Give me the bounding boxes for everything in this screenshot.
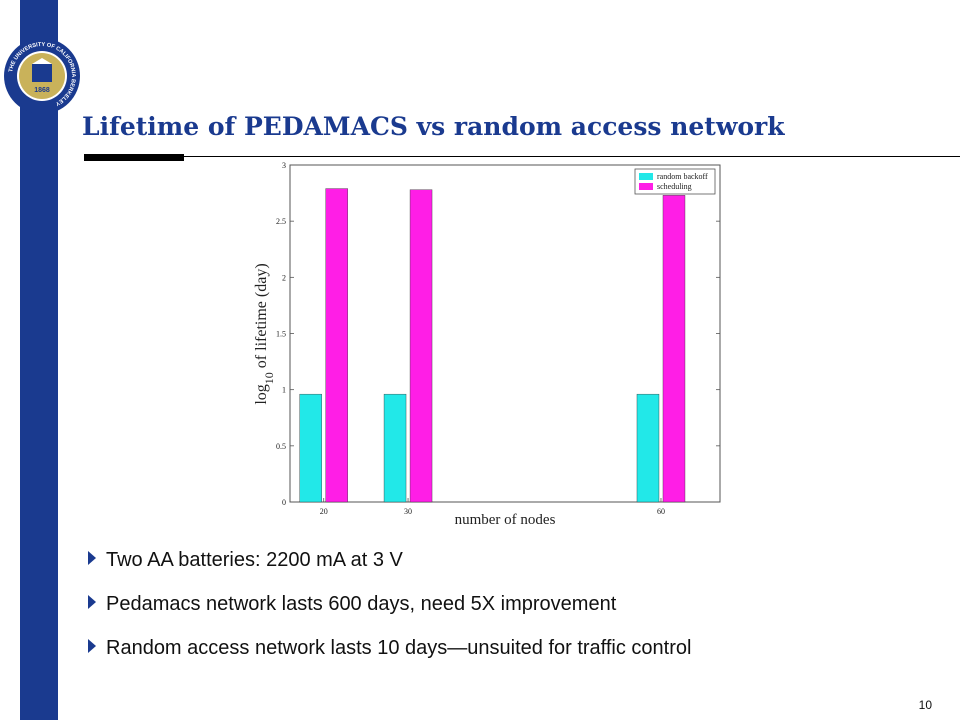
bullet-text: Two AA batteries: 2200 mA at 3 V [106, 549, 403, 571]
bar-random-backoff-30 [383, 393, 407, 503]
slide-title: Lifetime of PEDAMACS vs random access ne… [82, 112, 785, 141]
bar-scheduling-20 [325, 188, 348, 503]
legend-label-scheduling: scheduling [657, 182, 692, 191]
legend-swatch-scheduling [639, 183, 653, 190]
title-underline-thin [184, 156, 960, 157]
bar-scheduling-30 [409, 189, 433, 503]
university-seal-icon: THE UNIVERSITY OF CALIFORNIA BERKELEY 18… [4, 38, 80, 114]
x-tick-label: 30 [404, 507, 412, 516]
left-accent-bar [20, 0, 58, 720]
y-tick-label: 1.5 [276, 330, 286, 339]
page-number: 10 [918, 698, 932, 712]
bullet-list: Two AA batteries: 2200 mA at 3 V Pedamac… [88, 544, 691, 676]
bullet-arrow-icon [88, 639, 96, 653]
x-tick-label: 20 [320, 507, 328, 516]
lifetime-bar-chart: 0 0.5 1 1.5 2 2.5 3 20 30 60 log10 of lifetime (… [253, 161, 721, 528]
bullet-text: Pedamacs network lasts 600 days, need 5X… [106, 593, 617, 615]
y-tick-label: 3 [282, 161, 286, 170]
bullet-arrow-icon [88, 595, 96, 609]
bullet-arrow-icon [88, 551, 96, 565]
bullet-item-random-access: Random access network lasts 10 days—unsu… [88, 632, 691, 676]
x-tick-label: 60 [657, 507, 665, 516]
y-tick-label: 2.5 [276, 217, 286, 226]
title-underline-thick [84, 154, 184, 161]
chart-legend: random backoff scheduling [634, 168, 716, 195]
y-axis-label: log10 of lifetime (day) [253, 263, 276, 404]
bar-random-backoff-60 [636, 393, 660, 503]
y-tick-label: 2 [282, 273, 286, 282]
bullet-text: Random access network lasts 10 days—unsu… [106, 637, 692, 659]
bar-random-backoff-20 [299, 393, 322, 503]
legend-label-random-backoff: random backoff [657, 172, 708, 181]
legend-swatch-random-backoff [639, 173, 653, 180]
x-axis-label: number of nodes [455, 512, 556, 528]
seal-year: 1868 [34, 87, 50, 94]
bullet-item-pedamacs: Pedamacs network lasts 600 days, need 5X… [88, 588, 691, 632]
bar-scheduling-60 [662, 195, 686, 503]
y-tick-label: 0.5 [276, 442, 286, 451]
bullet-item-batteries: Two AA batteries: 2200 mA at 3 V [88, 544, 691, 588]
y-tick-label: 1 [282, 386, 286, 395]
y-tick-label: 0 [282, 498, 286, 507]
